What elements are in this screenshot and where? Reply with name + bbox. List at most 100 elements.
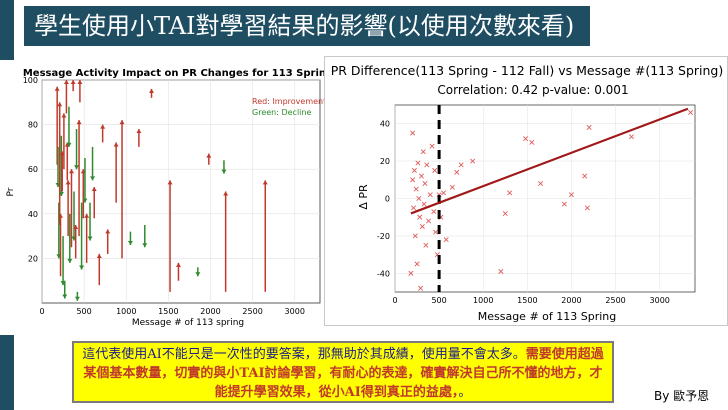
chart1-x-tick-label: 0: [39, 307, 44, 316]
chart2-data-point: [411, 205, 417, 211]
chart2-data-point: [628, 134, 634, 140]
chart1-x-tick-label: 2500: [242, 307, 262, 316]
chart2-data-point: [415, 160, 421, 166]
chart2-trend-line: [410, 107, 689, 215]
chart2-data-point: [408, 270, 414, 276]
message-activity-chart-svg: Message Activity Impact on PR Changes fo…: [6, 68, 333, 328]
chart2-data-point: [688, 109, 694, 115]
chart2-correlation: Correlation: 0.42 p-value: 0.001: [437, 83, 628, 97]
chart2-data-point: [433, 229, 439, 235]
title-bar: 學生使用小TAI對學習結果的影響(以使用次數來看): [24, 6, 590, 46]
chart1-change-arrowhead: [77, 80, 83, 84]
chart1-change-arrowhead: [84, 213, 90, 218]
chart2-data-point: [441, 190, 447, 196]
chart1-change-arrowhead: [100, 124, 106, 129]
chart2-point-stroke: [568, 192, 574, 198]
chart2-data-point: [498, 268, 504, 274]
chart2-point-stroke: [431, 209, 437, 215]
chart2-y-tick-label: 20: [380, 157, 390, 166]
chart2-data-point: [419, 224, 425, 230]
chart2-data-point: [420, 149, 426, 155]
chart1-change-arrowhead: [57, 102, 63, 107]
chart2-point-stroke: [421, 201, 427, 207]
chart2-y-tick-label: -40: [377, 269, 390, 278]
chart2-point-stroke: [410, 130, 416, 136]
chart2-point-stroke: [523, 136, 529, 142]
chart2-x-tick-label: 1500: [517, 296, 537, 305]
chart1-change-arrowhead: [223, 191, 229, 196]
chart2-data-point: [416, 195, 422, 202]
chart2-x-tick-label: 0: [392, 296, 397, 305]
note-part3: 。: [458, 385, 472, 400]
chart1-x-tick-label: 2000: [200, 307, 220, 316]
chart1-change-arrowhead: [58, 213, 64, 218]
chart1-y-tick-label: 60: [28, 165, 38, 174]
chart2-point-stroke: [417, 214, 423, 220]
chart2-data-point: [523, 136, 529, 142]
chart2-point-stroke: [432, 167, 438, 173]
chart2-data-point: [429, 143, 435, 149]
chart1-change-arrowhead: [79, 265, 85, 270]
chart1-change-arrowhead: [96, 253, 102, 258]
chart1-change-arrowhead: [87, 236, 93, 241]
chart1-change-arrowhead: [58, 191, 64, 196]
chart1-change-arrowhead: [54, 86, 60, 91]
chart1-y-tick-label: 100: [23, 76, 38, 85]
chart1-change-arrowhead: [262, 180, 268, 185]
chart1-x-tick-label: 500: [76, 307, 91, 316]
chart2-y-tick-label: -20: [377, 232, 390, 241]
chart2-point-stroke: [412, 233, 418, 239]
chart2-point-stroke: [454, 169, 460, 175]
chart1-change-arrowhead: [74, 165, 80, 170]
chart1-change-arrowhead: [105, 229, 111, 234]
chart2-point-stroke: [498, 268, 504, 274]
chart2-data-point: [426, 218, 432, 224]
chart1-change-arrowhead: [195, 272, 201, 277]
chart1-legend-decline: Green: Decline: [252, 108, 311, 117]
chart2-point-stroke: [429, 143, 435, 149]
chart1-change-arrowhead: [66, 142, 72, 147]
chart2-point-stroke: [586, 124, 592, 130]
chart2-title: PR Difference(113 Spring - 112 Fall) vs …: [331, 63, 724, 78]
chart2-point-stroke: [529, 139, 535, 145]
chart2-y-tick-label: 0: [385, 195, 390, 204]
chart2-point-stroke: [458, 162, 464, 168]
chart2-point-stroke: [422, 181, 428, 187]
chart2-point-stroke: [418, 173, 424, 179]
chart1-x-tick-label: 1000: [116, 307, 136, 316]
pr-difference-chart-svg: PR Difference(113 Spring - 112 Fall) vs …: [331, 63, 724, 323]
chart2-point-stroke: [426, 218, 432, 224]
chart1-change-arrowhead: [68, 169, 74, 174]
chart2-data-point: [411, 167, 417, 173]
chart2-point-stroke: [688, 109, 694, 115]
chart1-change-arrowhead: [76, 120, 82, 125]
chart2-data-point: [422, 181, 428, 187]
chart2-data-point: [507, 190, 513, 196]
chart2-point-stroke: [411, 205, 417, 211]
chart2-point-stroke: [628, 134, 634, 140]
chart2-x-tick-label: 2500: [605, 296, 625, 305]
chart2-point-stroke: [418, 285, 424, 291]
chart1-change-arrowhead: [113, 142, 119, 147]
chart2-x-axis-label: Message # of 113 Spring: [478, 310, 617, 323]
chart1-change-arrowhead: [82, 198, 88, 203]
chart2-x-tick-label: 1000: [473, 296, 493, 305]
chart2-point-stroke: [423, 242, 429, 248]
chart2-data-point: [470, 158, 476, 164]
chart1-y-tick-label: 80: [28, 121, 38, 130]
chart1-change-arrowhead: [67, 258, 73, 263]
chart2-data-point: [458, 162, 464, 168]
chart2-data-point: [586, 124, 592, 130]
chart2-y-axis-label: Δ PR: [357, 184, 370, 210]
chart2-point-stroke: [427, 192, 433, 198]
chart2-data-point: [538, 181, 544, 187]
chart2-point-stroke: [419, 224, 425, 230]
chart2-data-point: [424, 162, 430, 168]
chart2-x-tick-label: 2000: [561, 296, 581, 305]
chart2-point-stroke: [443, 237, 449, 243]
chart1-change-arrowhead: [65, 180, 71, 185]
message-activity-chart: Message Activity Impact on PR Changes fo…: [0, 60, 333, 335]
chart2-data-point: [582, 173, 588, 179]
chart2-point-stroke: [416, 195, 422, 202]
chart1-change-arrowhead: [90, 176, 96, 181]
